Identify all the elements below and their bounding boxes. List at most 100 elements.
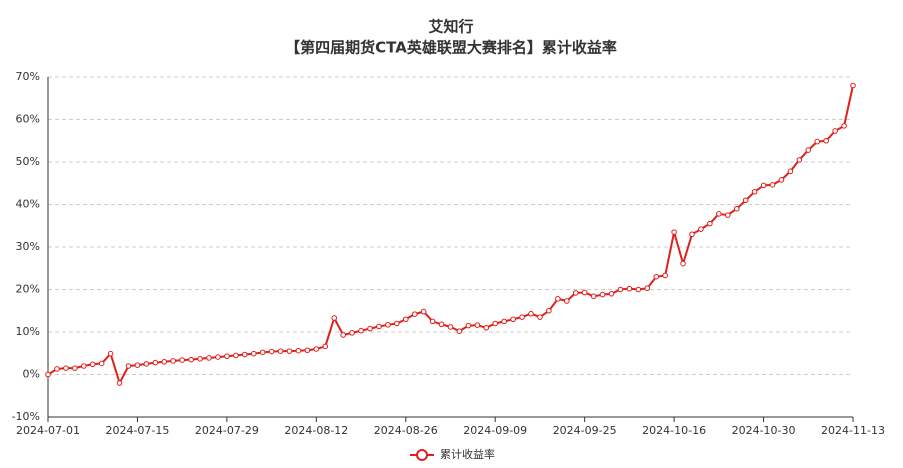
point xyxy=(63,365,69,371)
point xyxy=(250,350,257,357)
y-tick-label: 50% xyxy=(16,155,40,168)
point xyxy=(778,177,785,183)
point xyxy=(617,286,624,293)
point xyxy=(259,349,266,356)
point xyxy=(483,324,490,331)
point xyxy=(420,308,427,315)
point xyxy=(635,286,642,293)
point xyxy=(769,182,776,188)
point xyxy=(322,343,329,350)
point xyxy=(456,328,463,334)
point xyxy=(626,285,633,292)
series-line xyxy=(47,85,854,386)
y-tick-label: -10% xyxy=(12,410,40,423)
point xyxy=(832,128,838,134)
point xyxy=(286,348,293,354)
point xyxy=(197,355,203,362)
point xyxy=(134,362,141,368)
point xyxy=(447,324,454,330)
x-tick-label: 2024-07-29 xyxy=(195,424,259,437)
point xyxy=(787,168,794,175)
point xyxy=(188,356,194,363)
point xyxy=(671,229,677,235)
point xyxy=(501,318,507,325)
chart-subtitle: 【第四届期货CTA英雄联盟大赛排名】累计收益率 xyxy=(285,39,617,57)
point xyxy=(733,205,740,212)
point xyxy=(823,137,829,144)
point xyxy=(537,314,543,320)
point xyxy=(313,346,320,352)
point xyxy=(572,290,579,296)
point xyxy=(394,320,400,327)
point xyxy=(546,307,552,314)
point xyxy=(474,322,481,329)
point xyxy=(528,310,534,317)
point xyxy=(698,226,704,232)
point xyxy=(662,272,668,279)
point xyxy=(340,332,346,338)
point xyxy=(581,289,588,296)
point xyxy=(590,293,597,300)
point xyxy=(492,320,499,327)
x-tick-label: 2024-10-30 xyxy=(732,424,796,437)
legend-label: 累计收益率 xyxy=(440,447,495,461)
point xyxy=(644,285,651,292)
x-tick-label: 2024-07-01 xyxy=(16,424,80,437)
chart-title: 艾知行 xyxy=(428,18,473,36)
point xyxy=(599,291,606,298)
y-tick-label: 0% xyxy=(23,368,40,381)
point xyxy=(215,354,221,360)
point xyxy=(107,350,114,357)
x-tick-label: 2024-10-16 xyxy=(642,424,706,437)
point xyxy=(429,318,436,325)
point xyxy=(125,363,132,369)
y-tick-label: 20% xyxy=(16,283,40,296)
point xyxy=(689,231,695,238)
point xyxy=(241,351,248,358)
point xyxy=(152,359,159,366)
point xyxy=(555,296,561,302)
point xyxy=(161,358,168,365)
point xyxy=(563,298,570,304)
x-tick-label: 2024-08-26 xyxy=(374,424,438,437)
x-tick-label: 2024-07-15 xyxy=(105,424,169,437)
point xyxy=(54,366,60,372)
y-tick-label: 70% xyxy=(16,70,40,83)
y-tick-label: 40% xyxy=(16,198,40,211)
point xyxy=(653,273,660,280)
point xyxy=(358,327,364,334)
point xyxy=(233,352,239,359)
point xyxy=(707,220,713,227)
x-tick-label: 2024-09-25 xyxy=(553,424,617,437)
point xyxy=(143,361,150,367)
point xyxy=(724,212,731,218)
x-tick-label: 2024-11-13 xyxy=(821,424,885,437)
point xyxy=(465,322,472,329)
point xyxy=(519,314,525,320)
point xyxy=(751,188,758,195)
point xyxy=(170,358,177,364)
point xyxy=(224,353,230,360)
x-tick-label: 2024-08-12 xyxy=(284,424,348,437)
point xyxy=(98,360,105,367)
point xyxy=(206,355,212,361)
point xyxy=(760,182,767,189)
point xyxy=(608,290,615,297)
point xyxy=(841,123,847,129)
point xyxy=(179,357,185,363)
point xyxy=(295,347,302,354)
point xyxy=(89,361,96,368)
x-tick-label: 2024-09-09 xyxy=(463,424,527,437)
point xyxy=(376,323,382,330)
point xyxy=(385,321,391,328)
y-tick-label: 60% xyxy=(16,113,40,126)
point xyxy=(814,138,821,145)
point xyxy=(402,316,409,323)
point xyxy=(45,371,51,378)
point xyxy=(268,348,275,355)
point xyxy=(850,82,856,89)
point xyxy=(72,365,78,371)
point xyxy=(411,311,418,317)
point xyxy=(716,211,722,217)
